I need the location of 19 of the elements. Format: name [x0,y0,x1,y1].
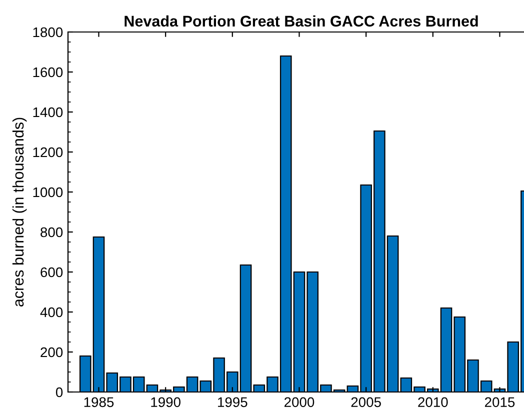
y-tick-label: 800 [40,227,63,238]
y-tick-label: 400 [40,307,63,318]
y-tick-label: 1600 [33,67,63,78]
x-tick-label: 2005 [351,397,381,408]
chart-title: Nevada Portion Great Basin GACC Acres Burned [124,15,478,27]
y-axis-title: acres burned (in thousands) [12,118,27,306]
y-tick-label: 1400 [33,107,63,118]
x-tick-label: 1995 [218,397,248,408]
y-tick-label: 0 [56,387,63,398]
x-tick-label: 2010 [418,397,448,408]
y-tick-label: 600 [40,267,63,278]
y-tick-label: 200 [40,347,63,358]
y-tick-label: 1000 [33,187,63,198]
x-tick-label: 1990 [151,397,180,408]
x-tick-label: 2000 [284,397,314,408]
x-tick-label: 2015 [484,397,515,408]
y-tick-label: 1800 [33,27,63,38]
x-tick-label: 1985 [84,397,114,408]
y-tick-label: 1200 [33,147,63,158]
